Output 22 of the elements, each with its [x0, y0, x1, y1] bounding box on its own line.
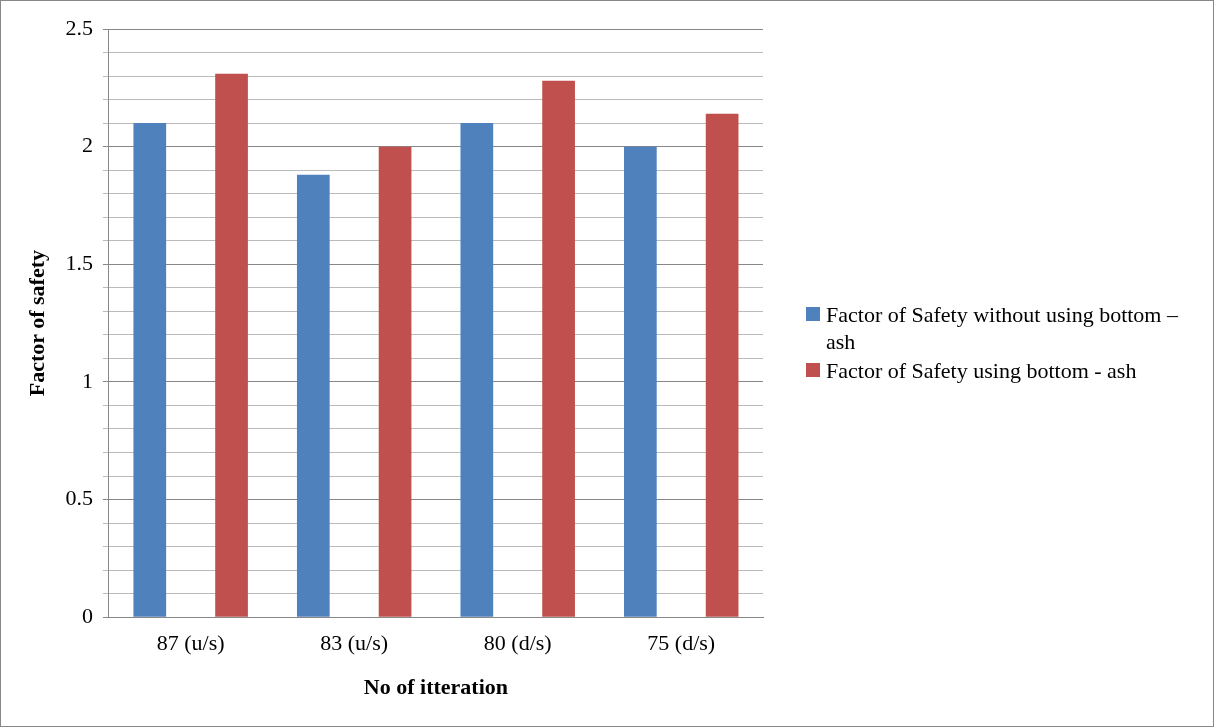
- x-tick-label: 80 (d/s): [483, 630, 552, 656]
- legend-label: Factor of Safety without using bottom – ash: [826, 301, 1179, 355]
- x-axis-title: No of itteration: [363, 674, 509, 700]
- y-tick-label: 1.5: [65, 250, 93, 276]
- y-axis-title: Factor of safety: [23, 250, 49, 397]
- bar: [133, 123, 167, 617]
- bar: [215, 73, 248, 617]
- y-tick-label: 2: [81, 132, 93, 158]
- bar: [705, 113, 739, 617]
- y-tick-label: 1: [81, 367, 93, 393]
- y-tick-label: 0: [81, 602, 93, 628]
- legend-label: Factor of Safety using bottom - ash: [826, 357, 1137, 384]
- y-tick-label: 2.5: [65, 14, 93, 40]
- x-tick-label: 87 (u/s): [156, 630, 225, 656]
- y-tick-label: 0.5: [65, 485, 93, 511]
- x-tick-label: 75 (d/s): [647, 630, 716, 656]
- x-tick-label: 83 (u/s): [320, 630, 389, 656]
- bar: [542, 80, 575, 617]
- bar: [624, 146, 657, 617]
- bar: [460, 123, 494, 617]
- bar: [296, 174, 330, 617]
- bar: [378, 146, 412, 617]
